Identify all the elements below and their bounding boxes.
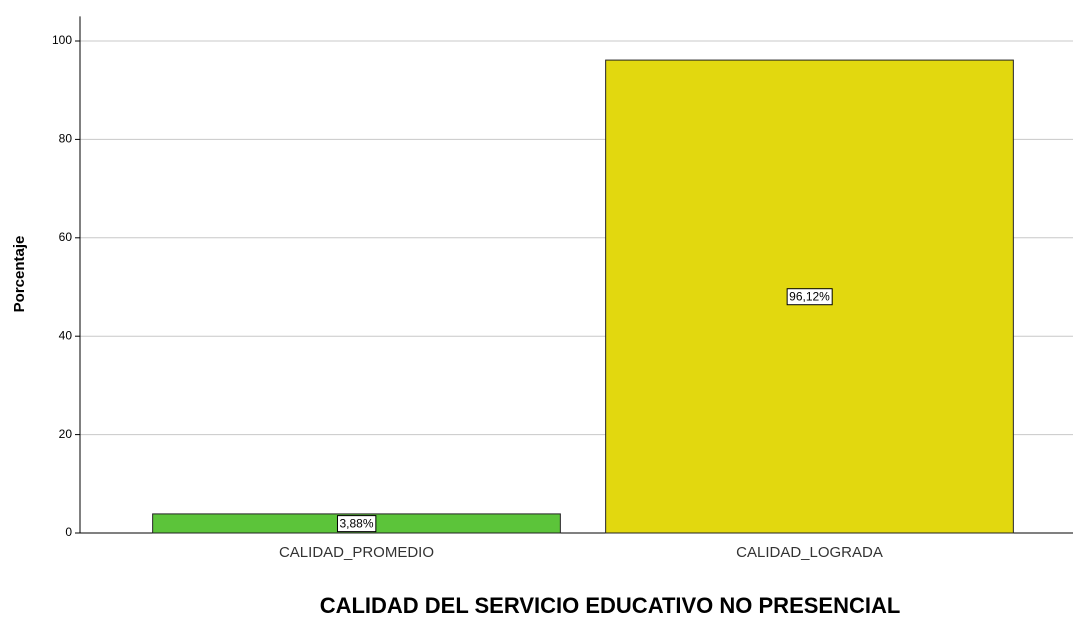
y-tick-label: 40 xyxy=(59,328,73,342)
y-axis-title: Porcentaje xyxy=(11,236,28,313)
value-label: 3,88% xyxy=(339,517,373,531)
y-tick-label: 60 xyxy=(59,230,73,244)
y-tick-label: 0 xyxy=(65,525,72,539)
value-label-box xyxy=(336,515,377,533)
value-label: 96,12% xyxy=(789,290,830,304)
x-tick-label: CALIDAD_LOGRADA xyxy=(736,544,883,561)
y-tick-label: 20 xyxy=(59,427,73,441)
value-label-box xyxy=(786,288,833,306)
x-tick-label: CALIDAD_PROMEDIO xyxy=(279,544,434,561)
x-axis-title: CALIDAD DEL SERVICIO EDUCATIVO NO PRESEN… xyxy=(320,593,901,618)
y-tick-label: 100 xyxy=(52,33,72,47)
y-tick-label: 80 xyxy=(59,132,73,146)
